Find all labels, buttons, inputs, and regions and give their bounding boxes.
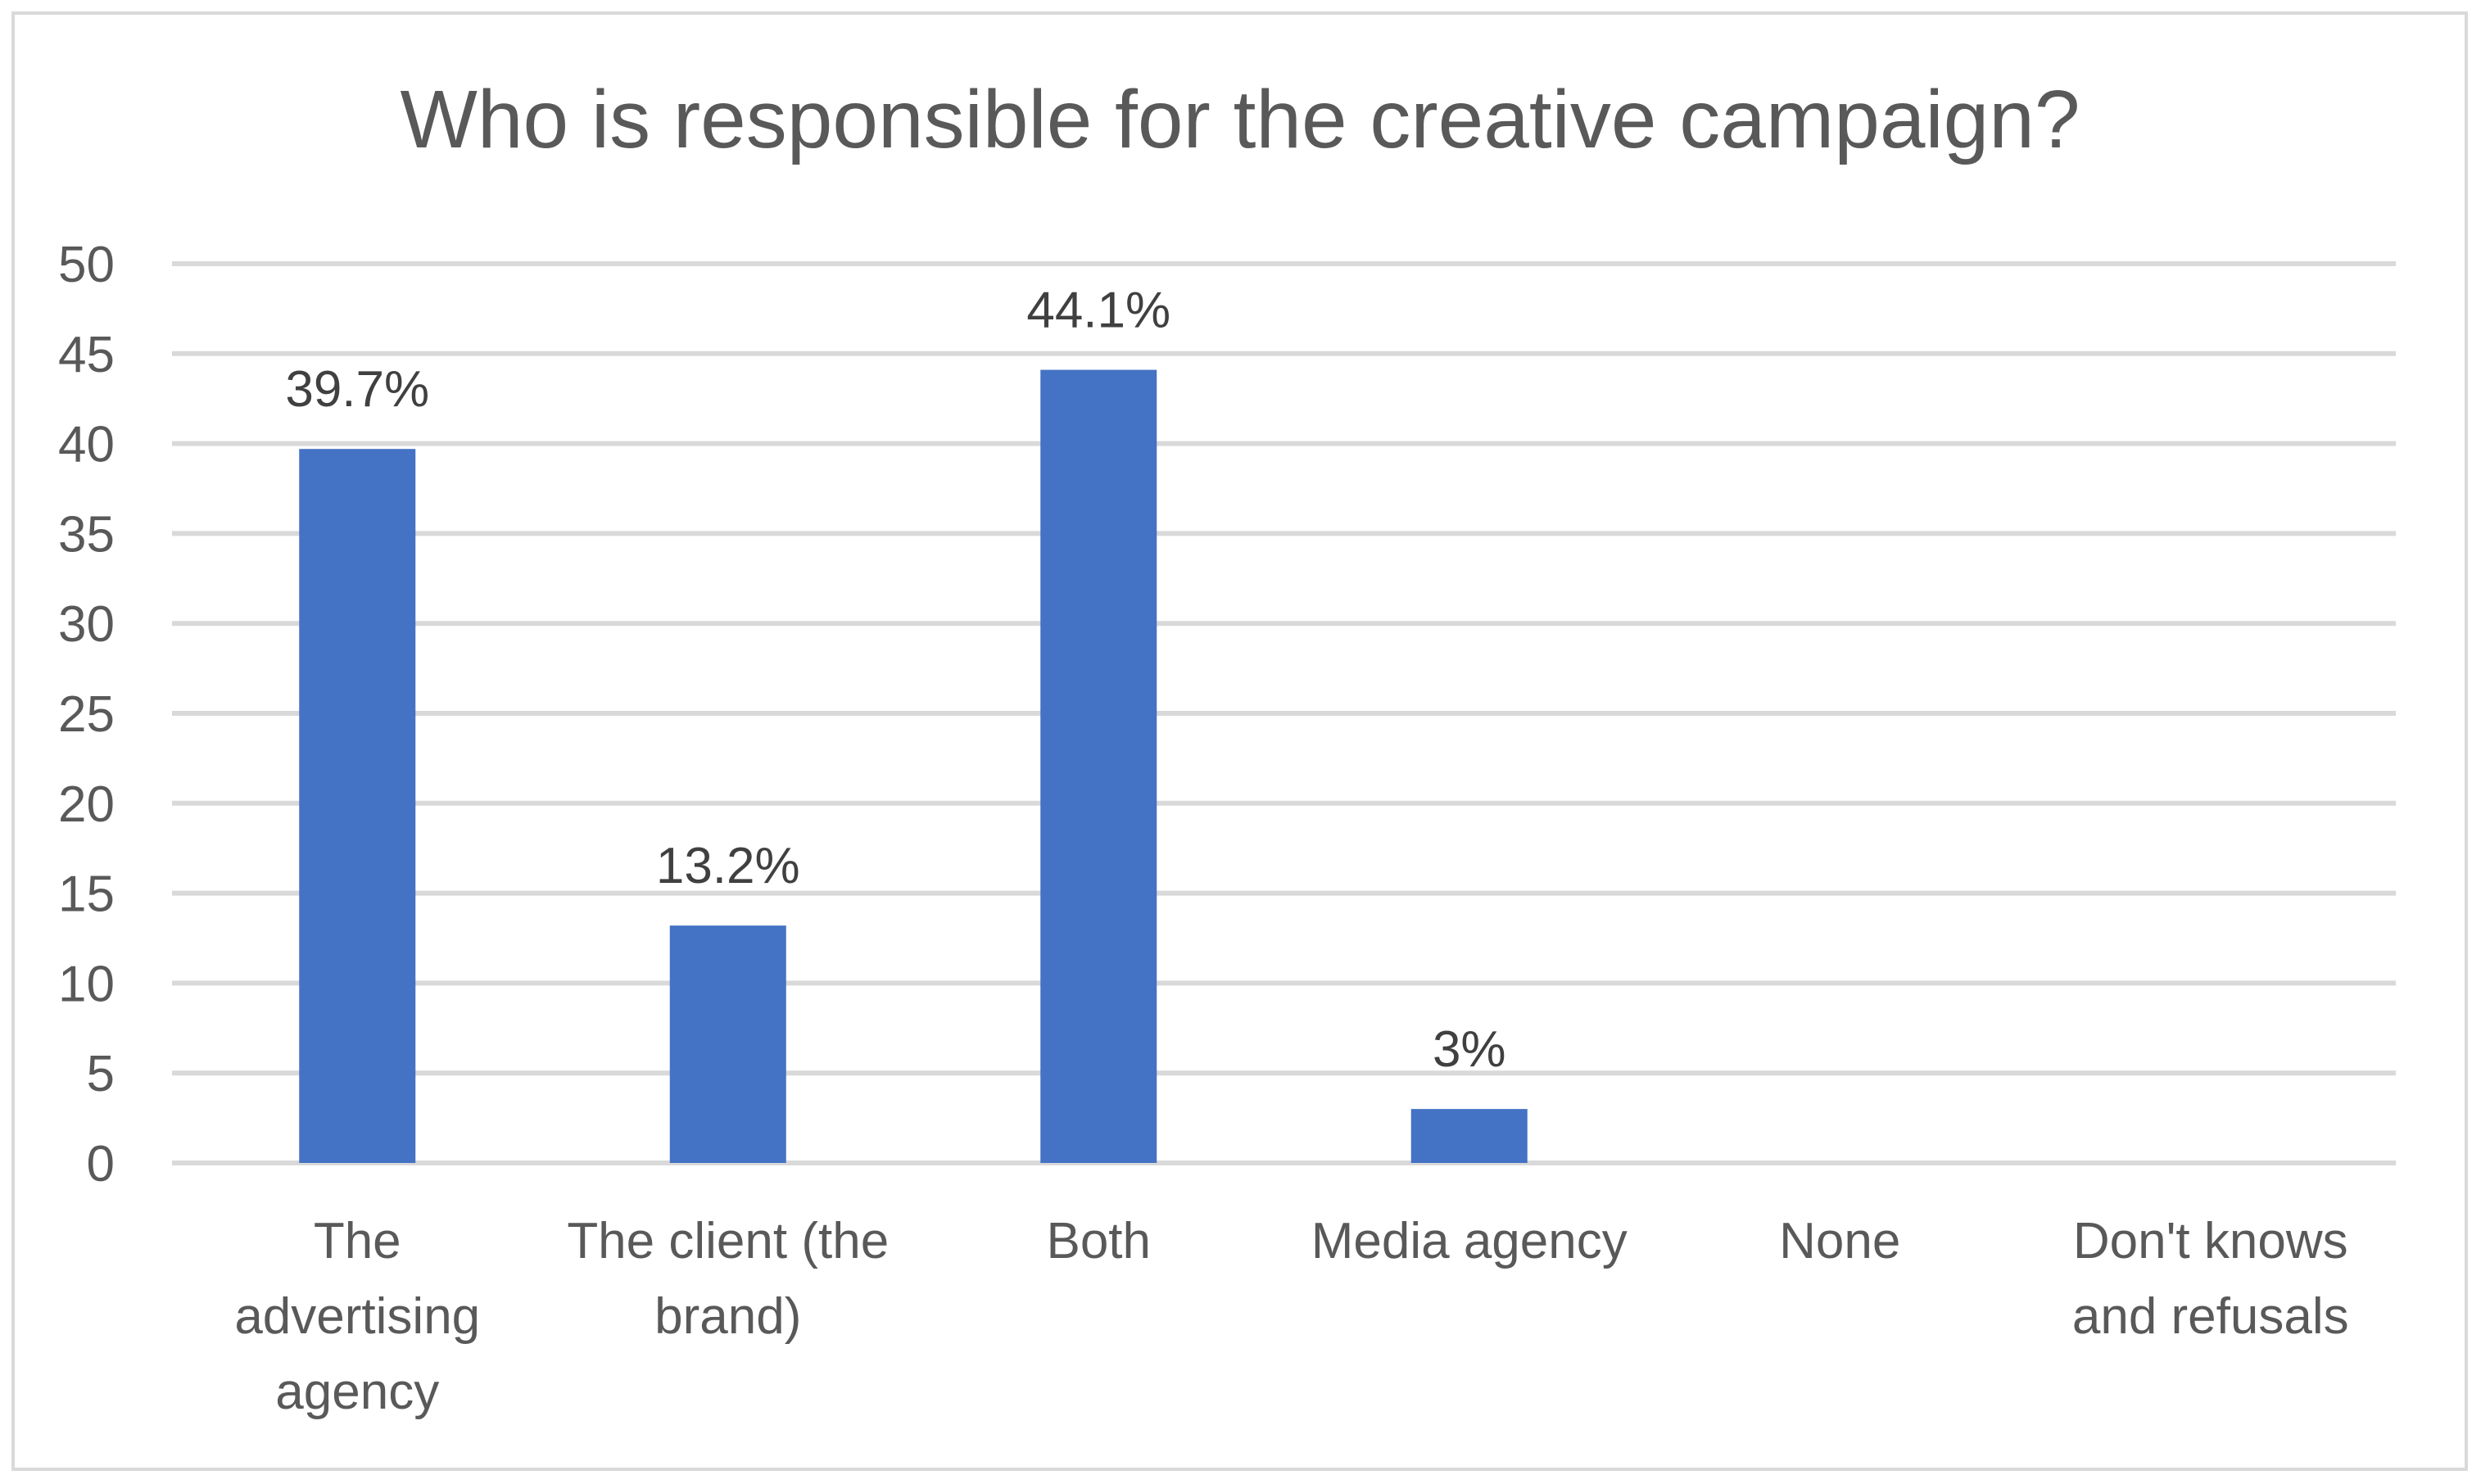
x-category-label: advertising (234, 1288, 480, 1345)
y-tick-label: 50 (58, 237, 115, 293)
x-category-label: Media agency (1311, 1213, 1628, 1269)
y-tick-label: 20 (58, 776, 115, 833)
x-category-label: agency (275, 1364, 439, 1420)
x-category-label: brand) (654, 1288, 801, 1345)
gridlines (172, 261, 2396, 1165)
bar (1040, 369, 1157, 1164)
y-tick-label: 0 (87, 1136, 115, 1192)
data-label: 44.1% (1026, 283, 1170, 339)
bar (1410, 1109, 1528, 1163)
bar (669, 925, 786, 1163)
y-tick-label: 45 (58, 327, 115, 383)
x-axis-category-labels: The advertising agency The client (the brand… (234, 1213, 2348, 1420)
y-tick-label: 30 (58, 596, 115, 653)
y-tick-label: 40 (58, 417, 115, 473)
x-category-label: The (314, 1213, 401, 1269)
x-category-label: The client (the (567, 1213, 889, 1269)
x-category-label: Both (1046, 1213, 1151, 1269)
data-label: 3% (1433, 1021, 1506, 1078)
data-label: 39.7% (285, 361, 429, 418)
y-tick-label: 15 (58, 866, 115, 923)
y-axis-tick-labels: 0 5 10 15 20 25 30 35 40 45 50 (58, 237, 115, 1192)
y-tick-label: 10 (58, 956, 115, 1012)
y-tick-label: 25 (58, 686, 115, 743)
x-category-label: None (1779, 1213, 1900, 1269)
data-label: 13.2% (656, 838, 800, 894)
y-tick-label: 5 (87, 1046, 115, 1102)
bar (299, 449, 416, 1163)
data-labels: 39.7% 13.2% 44.1% 3% (285, 283, 1505, 1079)
chart-title: Who is responsible for the creative camp… (400, 74, 2080, 165)
x-category-label: Don't knows (2073, 1213, 2348, 1269)
y-tick-label: 35 (58, 506, 115, 563)
chart-frame (11, 11, 2468, 1471)
bars (299, 369, 1528, 1164)
x-category-label: and refusals (2072, 1288, 2349, 1345)
